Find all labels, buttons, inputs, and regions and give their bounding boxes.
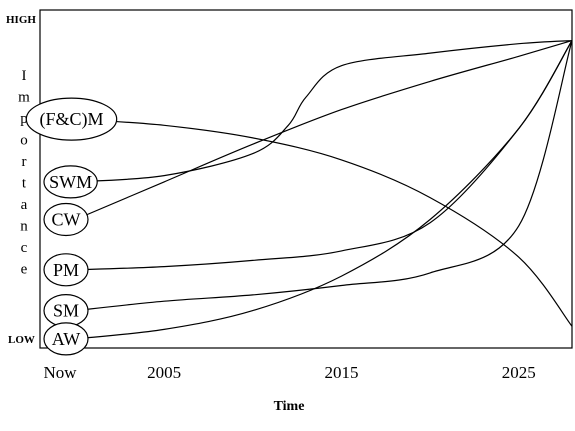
y-axis-title-letter: a — [21, 197, 28, 213]
y-axis-title-letter: p — [20, 111, 28, 127]
x-tick-label: 2025 — [502, 363, 536, 382]
series-label: SWM — [43, 165, 98, 199]
series-label: AW — [43, 322, 89, 356]
series-line — [75, 40, 573, 183]
series-label: PM — [43, 253, 89, 287]
series-label-text: PM — [53, 260, 79, 280]
series-label: CW — [43, 202, 89, 237]
x-tick-labels: Now 2005 2015 2025 — [43, 363, 535, 382]
x-tick-label: 2005 — [147, 363, 181, 382]
series-line — [75, 118, 573, 327]
y-high-label: HIGH — [6, 14, 36, 26]
series-label-text: SM — [53, 301, 79, 321]
series-lines — [75, 40, 573, 340]
y-axis-title-letter: m — [18, 90, 30, 106]
series-label-text: CW — [52, 210, 81, 230]
series-line — [75, 40, 573, 221]
series-line — [75, 40, 573, 340]
y-axis-title-letter: I — [22, 68, 27, 84]
series-label-ellipse — [43, 322, 89, 356]
y-low-label: LOW — [8, 334, 35, 346]
y-axis-title-letter: n — [20, 219, 28, 235]
series-label-text: SWM — [49, 172, 92, 192]
plot-frame — [39, 9, 573, 349]
series-label-text: (F&C)M — [39, 109, 103, 130]
y-axis-title-letter: r — [22, 154, 27, 170]
y-axis-title-letter: e — [21, 262, 28, 278]
x-axis-title: Time — [274, 399, 305, 414]
series-line — [75, 40, 573, 312]
series-label: (F&C)M — [25, 97, 118, 141]
series-label-ellipse — [43, 202, 89, 237]
series-line — [75, 40, 573, 271]
x-tick-label: 2015 — [325, 363, 359, 382]
series-label-ellipse — [43, 165, 98, 199]
y-axis-title-letter: o — [20, 133, 28, 149]
y-axis-title-letter: c — [21, 240, 28, 256]
series-label-ellipse — [43, 253, 89, 287]
x-tick-label: Now — [43, 363, 77, 382]
series-label-text: AW — [52, 329, 81, 349]
series-label-ellipse — [25, 97, 118, 141]
series-labels: (F&C)M SWM CW PM SM AW — [25, 97, 118, 356]
y-axis-title-letter: t — [22, 176, 27, 192]
series-label: SM — [43, 294, 89, 328]
